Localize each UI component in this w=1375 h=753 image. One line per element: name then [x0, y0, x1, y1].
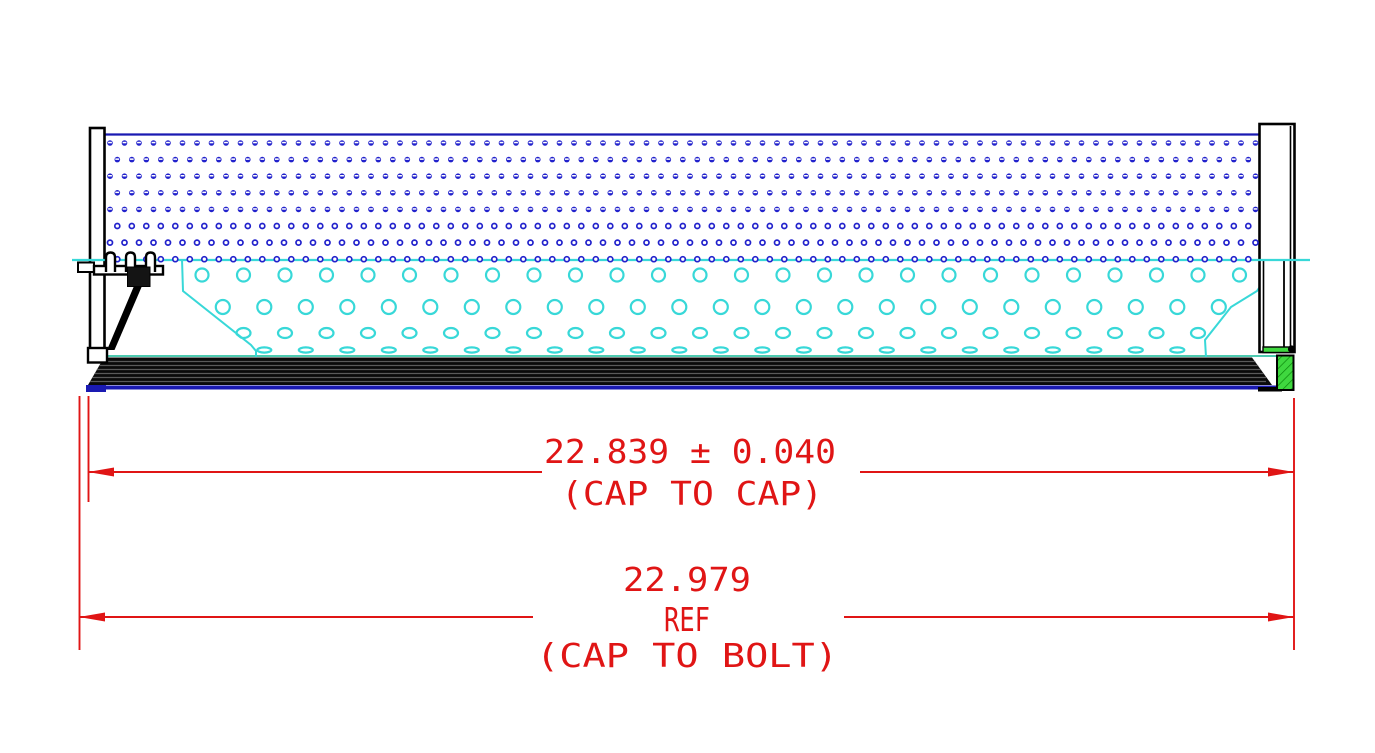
- outer-shell-perforation-pattern: [106, 140, 1259, 263]
- cap-to-cap-label: (CAP TO CAP): [561, 474, 823, 513]
- left-end-cap: [88, 126, 106, 356]
- diagonal-strut: [107, 286, 142, 350]
- arrowhead-right: [1268, 467, 1294, 477]
- bolt-assembly: [77, 251, 165, 364]
- inner-element-holes: [193, 267, 1248, 354]
- dimension-cap-to-cap: 22.839 ± 0.040 (CAP TO CAP): [87, 396, 1294, 513]
- seal-band-laminations: [90, 360, 1266, 383]
- cap-to-bolt-label: (CAP TO BOLT): [536, 636, 838, 675]
- right-end-cap: [1258, 122, 1296, 391]
- strut-foot-block: [86, 346, 109, 364]
- bottom-seal-band: [86, 355, 1282, 392]
- inner-element-pattern: [181, 258, 1279, 358]
- bolt-nut: [127, 266, 151, 287]
- arrowhead-left: [79, 612, 105, 622]
- bottom-left-navy-nub: [86, 385, 106, 392]
- arrowhead-right: [1268, 612, 1294, 622]
- inner-element-left-edge: [181, 258, 257, 357]
- cap-to-bolt-value: 22.979: [623, 560, 751, 599]
- dimension-cap-to-bolt: 22.979 REF (CAP TO BOLT): [78, 396, 1295, 675]
- end-bolt-dot: [1287, 345, 1296, 353]
- end-gasket-green-block: [1276, 354, 1295, 391]
- arrowhead-left: [88, 467, 114, 477]
- bottom-edge-navy-line: [88, 385, 1278, 390]
- cap-to-bolt-ref: REF: [664, 600, 710, 639]
- clamp-finger: [104, 251, 117, 272]
- bolt-tip-tab: [77, 261, 95, 273]
- cap-to-cap-value: 22.839 ± 0.040: [544, 432, 836, 471]
- bottom-right-black-strip: [1258, 387, 1282, 392]
